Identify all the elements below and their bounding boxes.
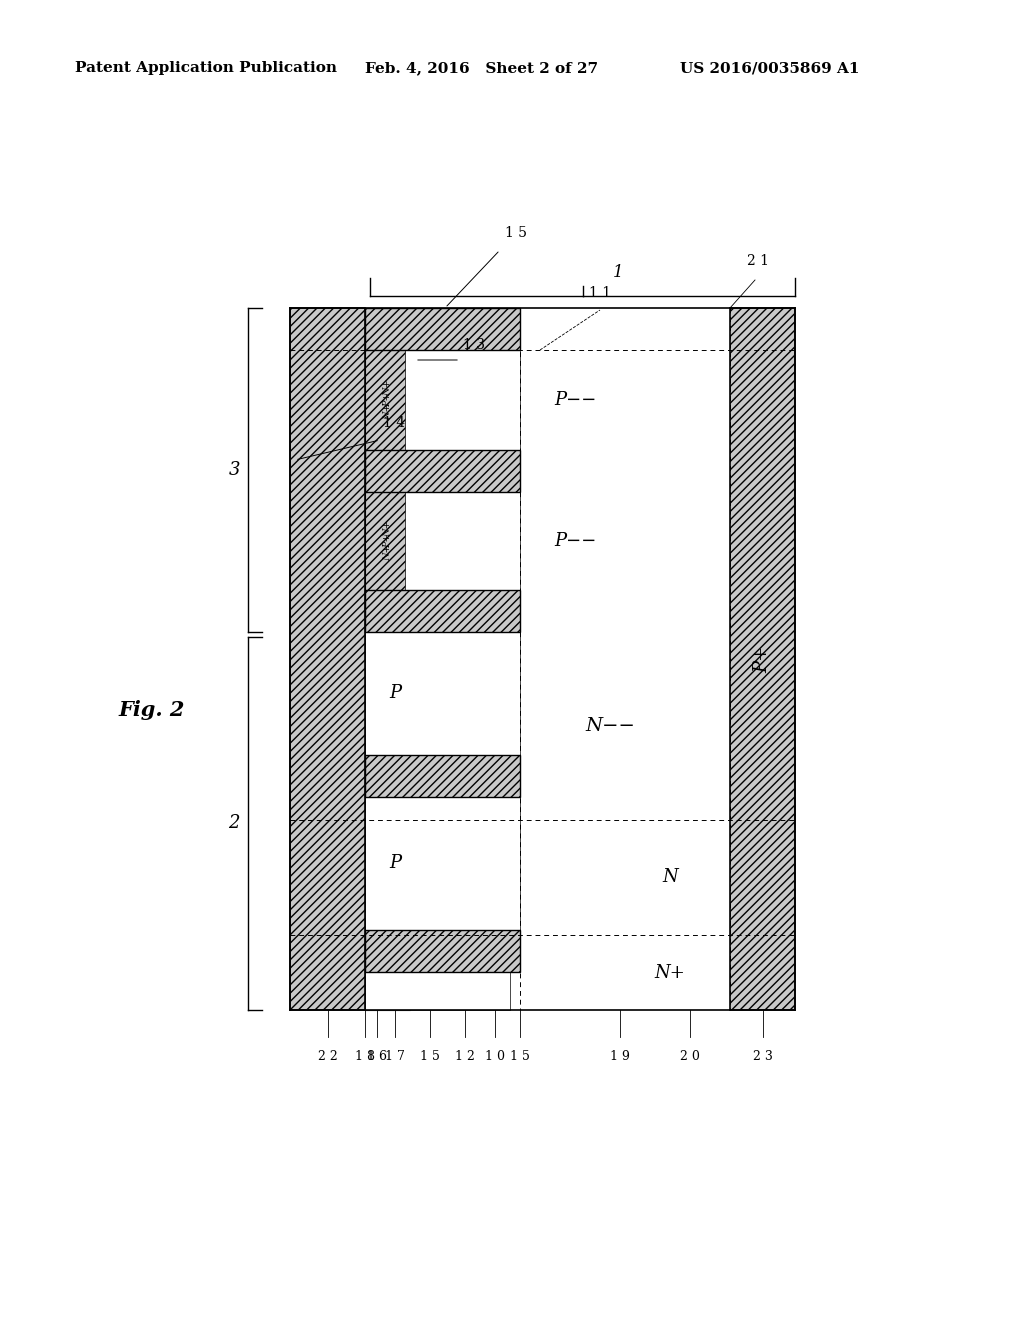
Bar	[406, 492, 520, 590]
Text: P+: P+	[383, 392, 392, 408]
Text: N−−: N−−	[585, 717, 635, 735]
Bar	[365, 755, 520, 797]
Bar	[365, 308, 410, 1010]
Text: N+: N+	[383, 380, 392, 396]
Text: N+: N+	[383, 404, 392, 420]
Text: Fig. 2: Fig. 2	[118, 700, 184, 719]
Text: N+: N+	[383, 520, 392, 537]
Text: 1 0: 1 0	[485, 1049, 505, 1063]
Text: 2: 2	[228, 814, 240, 833]
Text: 1 9: 1 9	[610, 1049, 630, 1063]
Text: 2 3: 2 3	[753, 1049, 772, 1063]
Text: US 2016/0035869 A1: US 2016/0035869 A1	[680, 61, 859, 75]
Text: N+: N+	[654, 964, 685, 982]
Bar	[290, 308, 365, 1010]
Bar	[365, 308, 520, 350]
Text: 1 1: 1 1	[589, 286, 611, 300]
Text: 1 8: 1 8	[355, 1049, 375, 1063]
Text: 1 6: 1 6	[367, 1049, 387, 1063]
Text: 1 5: 1 5	[420, 1049, 440, 1063]
Text: 2 1: 2 1	[746, 253, 769, 268]
Bar	[730, 308, 795, 1010]
Bar	[365, 972, 510, 1010]
Bar	[365, 797, 520, 931]
Text: 1 5: 1 5	[510, 1049, 530, 1063]
Text: P+: P+	[383, 533, 392, 548]
Text: 1 7: 1 7	[385, 1049, 404, 1063]
Text: P−−: P−−	[554, 532, 596, 550]
Text: P: P	[389, 685, 401, 702]
Text: 2 0: 2 0	[680, 1049, 700, 1063]
Text: 1: 1	[612, 264, 624, 281]
Text: 1 2: 1 2	[455, 1049, 475, 1063]
Bar	[365, 590, 520, 632]
Bar	[365, 632, 520, 755]
Text: N: N	[663, 869, 678, 887]
Text: 1 4: 1 4	[383, 416, 406, 430]
Text: P−−: P−−	[554, 391, 596, 409]
Text: 3: 3	[228, 461, 240, 479]
Text: 1 5: 1 5	[505, 226, 527, 240]
Bar	[365, 931, 520, 972]
Text: P+: P+	[754, 645, 771, 673]
Text: 2 2: 2 2	[317, 1049, 337, 1063]
Text: N+: N+	[383, 545, 392, 561]
Text: P: P	[389, 854, 401, 873]
Text: Patent Application Publication: Patent Application Publication	[75, 61, 337, 75]
Bar	[365, 450, 520, 492]
Text: Feb. 4, 2016   Sheet 2 of 27: Feb. 4, 2016 Sheet 2 of 27	[365, 61, 598, 75]
Bar	[406, 350, 520, 450]
Text: 1 3: 1 3	[463, 338, 485, 352]
